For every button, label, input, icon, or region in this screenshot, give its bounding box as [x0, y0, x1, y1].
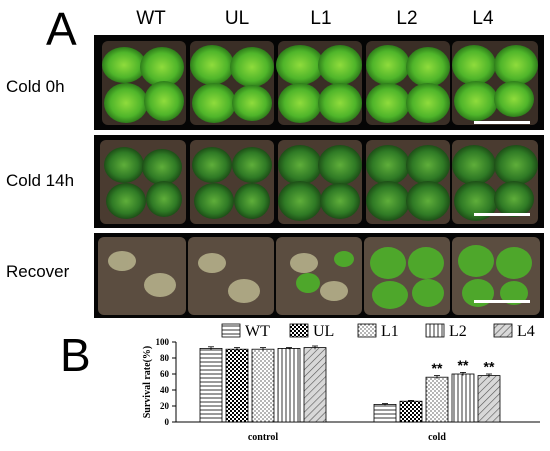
photo-cold-0h — [94, 35, 544, 130]
photo-recover — [94, 233, 544, 318]
bar-l4-control — [303, 347, 327, 423]
row-label-cold-14h: Cold 14h — [6, 171, 75, 190]
y-tick-label: 60 — [160, 369, 170, 379]
scale-bar — [474, 300, 530, 303]
legend-swatch-l2 — [425, 323, 445, 338]
y-tick-label: 80 — [160, 353, 170, 363]
bar-l2-control — [277, 347, 301, 423]
y-tick-label: 0 — [165, 417, 170, 427]
scale-bar — [474, 213, 530, 216]
column-label-l1: L1 — [310, 8, 332, 29]
x-category-label-cold: cold — [428, 432, 446, 443]
bar-l1-cold — [425, 376, 449, 423]
photo-recover-plants — [98, 237, 540, 315]
y-tick-label: 40 — [160, 385, 170, 395]
bar-l4-cold — [477, 375, 501, 423]
legend-label-wt: WT — [245, 323, 270, 340]
bar-l1-control — [251, 348, 275, 423]
legend-label-ul: UL — [313, 323, 334, 340]
column-label-l4: L4 — [472, 8, 494, 29]
column-label-ul: UL — [224, 8, 250, 29]
legend-label-l1: L1 — [381, 323, 399, 340]
photo-cold-14h-plants — [100, 140, 538, 224]
bar-ul-control — [225, 348, 249, 423]
column-label-l2: L2 — [396, 8, 418, 29]
photo-cold-0h-plants — [102, 41, 538, 125]
row-label-recover: Recover — [6, 262, 70, 281]
legend-label-l2: L2 — [449, 323, 467, 340]
bar-wt-cold — [373, 404, 397, 423]
column-label-wt: WT — [136, 8, 166, 29]
bar-wt-control — [199, 347, 223, 423]
y-tick-label: 20 — [160, 401, 170, 411]
significance-marker: ** — [432, 360, 443, 376]
bar-l2-cold — [451, 373, 475, 423]
legend-swatch-l4 — [493, 323, 513, 338]
y-axis-label: Survival rate(%) — [142, 346, 153, 419]
legend-swatch-wt — [221, 323, 241, 338]
x-category-label-control: control — [248, 432, 279, 443]
legend-swatch-l1 — [357, 323, 377, 338]
legend-label-l4: L4 — [517, 323, 535, 340]
scale-bar — [474, 121, 530, 124]
y-tick-label: 100 — [156, 337, 170, 347]
row-label-cold-0h: Cold 0h — [6, 77, 65, 96]
bar-ul-cold — [399, 400, 423, 423]
photo-cold-14h — [94, 135, 544, 228]
panel-a-letter: A — [46, 3, 77, 55]
panel-b-letter: B — [60, 329, 91, 381]
significance-marker: ** — [458, 357, 469, 373]
legend-swatch-ul — [289, 323, 309, 338]
significance-marker: ** — [484, 359, 495, 375]
